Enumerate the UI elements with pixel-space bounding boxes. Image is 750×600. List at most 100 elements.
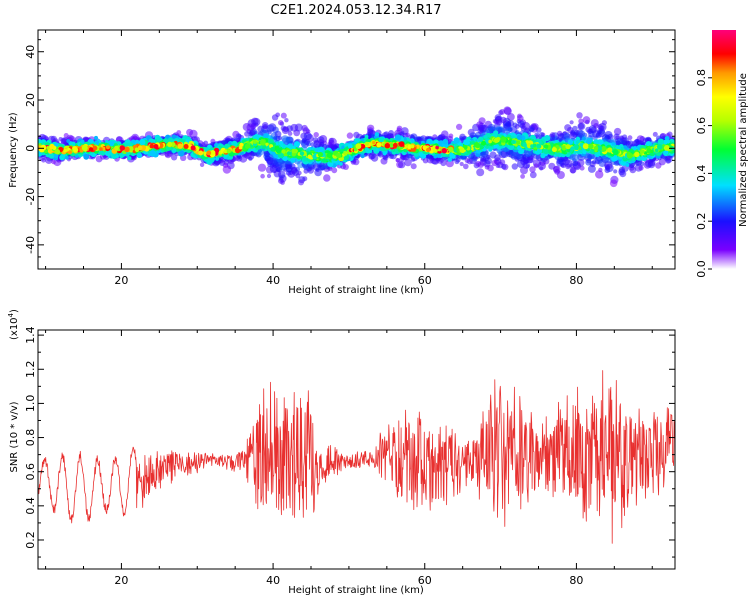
spectrum-point [261, 122, 269, 129]
spectrum-point [313, 139, 319, 145]
spectrum-point [645, 141, 651, 147]
spectrum-point [268, 123, 277, 132]
spectrum-point [525, 164, 530, 169]
spectrum-point [609, 179, 618, 188]
spectrum-point [598, 122, 607, 132]
spectrum-point [591, 160, 597, 165]
spectrum-point [301, 137, 307, 143]
spectrum-point [582, 116, 591, 124]
spectrum-point [237, 154, 242, 159]
spectrum-point [550, 132, 556, 138]
spectrum-point [108, 140, 115, 147]
spectrum-point [136, 152, 143, 159]
spectrum-point [572, 125, 578, 132]
spectrum-point [639, 136, 646, 142]
spectrum-point [520, 174, 525, 179]
spectrum-point [595, 170, 604, 179]
spectrum-point [367, 128, 374, 136]
spectrum-point [231, 140, 238, 147]
spectrum-point [484, 164, 490, 170]
spectrum-point [632, 146, 637, 151]
spectrum-point [322, 140, 328, 145]
spectrum-point [593, 123, 599, 129]
spectrum-point [477, 136, 484, 143]
spectrum-point [278, 120, 284, 126]
spectrum-point [455, 157, 461, 163]
spectrum-point [543, 158, 550, 165]
spectrum-point [278, 178, 284, 184]
spectrum-point [307, 167, 315, 174]
spectrum-point [171, 134, 177, 140]
spectrum-point [514, 124, 520, 129]
spectrum-point [459, 161, 464, 167]
spectrum-point [560, 163, 566, 169]
spectrum-point [544, 135, 551, 142]
spectrum-point [395, 158, 400, 163]
figure-title: C2E1.2024.053.12.34.R17 [270, 3, 441, 18]
spectrum-point [433, 154, 438, 159]
spectrum-point [404, 158, 412, 167]
spectrum-point [529, 171, 537, 179]
spectrum-point [418, 151, 424, 157]
spectrum-point [520, 157, 529, 166]
spectrum-point [66, 139, 71, 143]
spectrum-point [426, 138, 433, 146]
spectrum-point [570, 167, 576, 174]
spectrum-point [313, 132, 319, 138]
spectrum-point [604, 131, 613, 139]
spectrum-point [537, 161, 546, 170]
spectrum-point [83, 153, 90, 160]
spectrum-point [257, 163, 267, 172]
spectrum-point [586, 138, 593, 144]
spectrum-point [294, 141, 300, 148]
spectrum-point [260, 173, 265, 179]
spectrum-point [634, 138, 640, 144]
spectrum-point [400, 153, 408, 161]
spectrum-point [516, 134, 523, 140]
spectrum-point [645, 159, 653, 168]
spectrum-point [282, 156, 288, 162]
spectrum-point [94, 135, 98, 140]
spectrum-point [285, 163, 292, 170]
spectrum-point [314, 168, 322, 177]
spectrum-point [74, 154, 79, 158]
spectrum-point [305, 129, 311, 134]
spectrum-point [354, 138, 358, 143]
spectrum-point [290, 123, 299, 132]
spectrum-point [156, 136, 162, 142]
spectrum-point [64, 155, 69, 160]
spectrum-point [178, 150, 185, 157]
spectrum-point [287, 131, 293, 136]
spectrum-point [266, 173, 272, 179]
spectrum-point [80, 139, 85, 144]
spectrum-point [284, 118, 289, 123]
spectrum-point [41, 157, 46, 163]
spectrum-point [394, 134, 402, 141]
spectrum-point [504, 107, 512, 116]
spectrum-point [331, 167, 338, 174]
spectrum-point [127, 156, 132, 161]
spectrum-point [579, 165, 585, 171]
spectrum-point [613, 127, 622, 136]
spectrum-point [303, 168, 309, 174]
spectrum-point [280, 112, 287, 119]
spectrum-point [582, 150, 587, 155]
spectrum-point [456, 123, 463, 130]
spectrum-point [447, 157, 452, 162]
spectrum-point [478, 124, 487, 133]
spectrum-point [604, 165, 611, 171]
spectrum-point [382, 153, 388, 160]
spectrum-point [528, 127, 535, 133]
spectrum-point [318, 146, 324, 152]
spectrum-point [463, 139, 470, 146]
spectrum-point [106, 149, 113, 156]
spectrum-point [60, 153, 66, 158]
spectrum-point [618, 168, 626, 176]
spectrum-point [484, 157, 492, 165]
spectrum-point [652, 131, 658, 137]
spectrum-point [323, 174, 331, 182]
spectrum-point [223, 153, 228, 158]
spectrum-point [436, 156, 444, 164]
spectrum-point [396, 125, 403, 132]
spectrum-point [166, 146, 171, 152]
